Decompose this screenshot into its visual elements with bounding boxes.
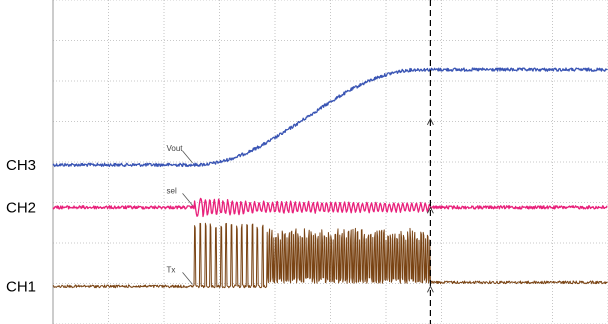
ch3-label: CH3	[6, 157, 36, 174]
ch1-cursor-arrow	[426, 285, 434, 293]
ch3-trace	[52, 67, 608, 168]
ch2-trace	[52, 197, 608, 218]
ch1-label: CH1	[6, 278, 36, 295]
ch3-cursor-arrow	[426, 117, 434, 126]
ch2-cursor-arrow	[426, 206, 434, 214]
ch2-marker-label: sel	[167, 186, 177, 195]
traces: Vout sel Tx	[52, 67, 608, 289]
ch3-marker-label: Vout	[167, 144, 184, 153]
grid	[52, 0, 608, 324]
ch1-marker-label: Tx	[167, 265, 176, 274]
cursor-layer	[426, 0, 434, 324]
ch1-trace	[52, 222, 608, 289]
ch1-marker-tick	[182, 272, 193, 285]
channel-labels: CH3 CH2 CH1	[6, 157, 36, 295]
ch2-marker-tick	[182, 193, 193, 206]
ch2-label: CH2	[6, 199, 36, 216]
ch3-marker-tick	[182, 150, 193, 164]
